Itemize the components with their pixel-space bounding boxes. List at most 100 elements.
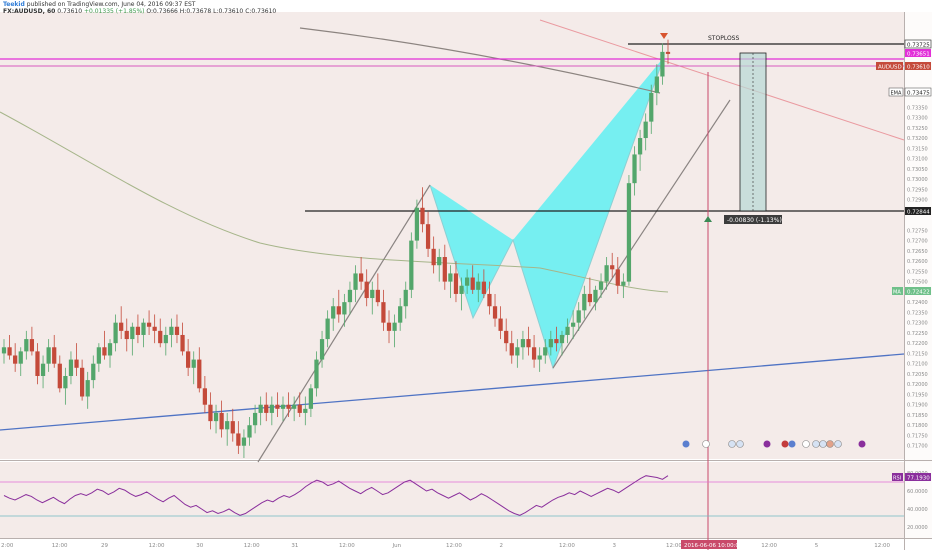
candle-up	[520, 339, 526, 348]
time-tick-label: 12:00	[149, 543, 165, 549]
calendar-event-icon[interactable]	[812, 440, 820, 448]
candle-up	[353, 273, 358, 290]
price-tick-label: 0.72150	[907, 351, 928, 357]
candle-up	[582, 293, 587, 311]
candles-group	[1, 39, 671, 459]
candle-up	[347, 289, 353, 303]
header-line-1: Teekid published on TradingView.com, Jun…	[3, 1, 195, 8]
channel-line-right	[552, 99, 731, 369]
candle-down	[264, 404, 269, 413]
price-tick-label: 0.71700	[907, 444, 928, 450]
candle-up	[303, 408, 308, 413]
candle-up	[626, 183, 632, 282]
price-tick-label: 0.72400	[907, 300, 928, 306]
candle-down	[587, 293, 593, 303]
calendar-event-icon[interactable]	[702, 440, 710, 448]
candle-up	[169, 326, 174, 335]
candle-up	[571, 322, 576, 327]
candle-down	[442, 257, 447, 282]
candle-down	[74, 359, 79, 368]
rsi-value-badge-bg	[905, 473, 931, 481]
candle-down	[487, 293, 492, 307]
candle-up	[269, 404, 274, 413]
open-value: O:0.73666	[146, 8, 178, 15]
candle-up	[643, 121, 648, 139]
candle-down	[158, 330, 163, 344]
price-tick-label: 0.72600	[907, 259, 928, 265]
ema-line	[299, 27, 661, 94]
candle-down	[364, 281, 369, 299]
candle-up	[548, 339, 553, 348]
calendar-event-icon[interactable]	[781, 440, 789, 448]
candle-up	[398, 306, 403, 323]
candle-down	[504, 330, 509, 344]
calendar-event-icon[interactable]	[819, 440, 827, 448]
price-axis-background	[904, 12, 932, 538]
calendar-event-icon[interactable]	[682, 440, 690, 448]
rsi-tick-label: 20.0000	[907, 525, 928, 531]
candle-up	[604, 265, 609, 282]
sell-arrow-icon	[660, 33, 668, 39]
ma-price-badge: 0.72422	[907, 290, 930, 296]
candle-down	[431, 248, 436, 266]
harmonic-pattern-right-triangle	[513, 57, 664, 368]
candle-up	[342, 302, 347, 315]
candle-up	[68, 359, 74, 376]
candle-down	[498, 318, 503, 331]
price-tick-label: 0.72050	[907, 372, 928, 378]
candle-up	[308, 388, 314, 409]
candle-up	[325, 318, 330, 340]
candle-up	[91, 363, 96, 381]
calendar-event-icon[interactable]	[736, 440, 744, 448]
candle-down	[526, 339, 531, 348]
calendar-event-icon[interactable]	[826, 440, 834, 448]
symbol-price-badge: 0.73610	[907, 65, 930, 71]
candle-up	[593, 289, 598, 303]
candle-up	[370, 289, 375, 299]
candle-up	[85, 380, 90, 397]
ma-badge-bg	[892, 287, 903, 295]
candle-down	[386, 322, 392, 331]
author-name[interactable]: Teekid	[3, 1, 25, 8]
calendar-event-icon[interactable]	[834, 440, 842, 448]
candle-down	[615, 269, 620, 286]
last-price: 0.73610	[57, 8, 83, 15]
candle-up	[637, 138, 643, 155]
rsi-pane-background	[0, 462, 904, 538]
time-tick-label: 2:00	[1, 543, 14, 549]
candle-down	[152, 326, 157, 331]
candle-up	[113, 322, 118, 344]
candle-down	[297, 404, 302, 413]
candle-up	[241, 437, 247, 446]
ema-badge-bg	[888, 87, 904, 97]
calendar-event-icon[interactable]	[728, 440, 736, 448]
candle-down	[146, 322, 152, 327]
candle-down	[7, 347, 12, 356]
candle-up	[1, 347, 7, 354]
calendar-event-icon[interactable]	[788, 440, 796, 448]
price-tick-label: 0.72200	[907, 341, 928, 347]
candle-up	[414, 207, 420, 241]
price-tick-label: 0.73150	[907, 146, 928, 152]
calendar-event-icon[interactable]	[802, 440, 810, 448]
calendar-event-icon[interactable]	[763, 440, 771, 448]
candle-up	[576, 310, 581, 323]
calendar-event-icon[interactable]	[858, 440, 866, 448]
candle-down	[509, 343, 514, 356]
candle-down	[470, 277, 475, 290]
candle-down	[230, 421, 235, 434]
candle-up	[314, 359, 319, 389]
stoploss-price-badge: 0.73725	[907, 43, 930, 49]
high-price-badge-bg	[905, 49, 931, 57]
candle-down	[57, 363, 62, 389]
candle-up	[632, 154, 637, 184]
candle-up	[191, 359, 196, 368]
price-tick-label: 0.73050	[907, 167, 928, 173]
candle-up	[40, 363, 46, 376]
price-tick-label: 0.72900	[907, 198, 928, 204]
time-tick-label: 12:00	[244, 543, 260, 549]
candle-down	[375, 289, 380, 303]
time-tick-label: 12:00	[446, 543, 462, 549]
candle-down	[286, 404, 291, 409]
price-tick-label: 0.72700	[907, 239, 928, 245]
